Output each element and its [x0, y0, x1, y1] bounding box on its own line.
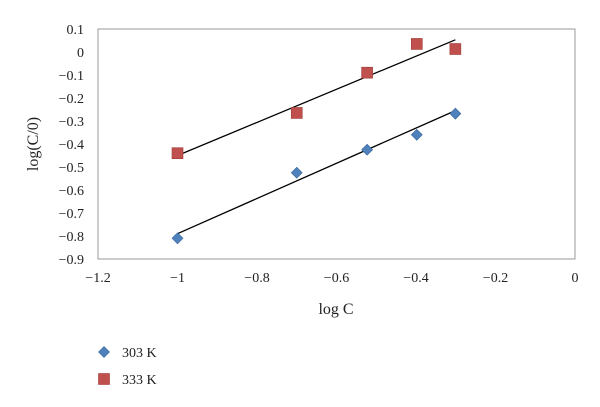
trendline-series-0 — [177, 110, 456, 235]
data-point-series-1 — [290, 107, 303, 119]
x-tick-label: −1.2 — [85, 271, 110, 286]
y-tick-labels: 0.1 0 −0.1 −0.2 −0.3 −0.4 −0.5 −0.6 −0.7 −0.8 −0.9 — [59, 23, 84, 268]
data-point-series-1 — [171, 147, 184, 159]
x-tick-label: −0.2 — [483, 271, 508, 286]
x-tick-label: −1 — [170, 271, 185, 286]
y-tick-label: −0.2 — [59, 92, 84, 107]
y-tick-label: −0.6 — [59, 184, 84, 199]
x-tick-label: −0.4 — [403, 271, 428, 286]
x-tick-labels: −1.2 −1 −0.8 −0.6 −0.4 −0.2 0 — [85, 271, 578, 286]
y-tick-label: −0.8 — [59, 230, 84, 245]
data-point-series-1 — [449, 43, 462, 55]
data-point-series-1 — [361, 66, 373, 79]
x-tick-label: 0 — [572, 271, 579, 286]
y-tick-label: −0.4 — [59, 138, 84, 153]
y-tick-label: 0.1 — [67, 23, 85, 38]
data-point-series-0 — [171, 232, 184, 245]
y-tick-label: −0.1 — [59, 69, 84, 84]
y-tick-label: −0.5 — [59, 161, 84, 176]
y-tick-label: −0.3 — [59, 115, 84, 130]
x-axis-label: log C — [318, 301, 353, 318]
data-point-series-0 — [361, 143, 374, 156]
legend-label-series-0: 303 K — [122, 346, 157, 361]
y-axis-label: log(C/0) — [25, 117, 42, 171]
plot-area-frame — [97, 28, 576, 260]
data-point-series-0 — [410, 128, 423, 141]
x-tick-label: −0.8 — [244, 271, 269, 286]
trendline-series-1 — [177, 39, 456, 157]
legend-label-series-1: 333 K — [122, 373, 157, 388]
data-point-series-1 — [410, 38, 423, 50]
legend: 303 K 333 K — [98, 346, 157, 388]
legend-marker-series-1 — [98, 373, 110, 385]
y-tick-label: 0 — [77, 46, 84, 61]
data-point-series-0 — [449, 107, 462, 120]
trendlines — [177, 39, 456, 235]
data-markers — [171, 38, 462, 245]
legend-marker-series-0 — [98, 346, 110, 358]
y-tick-label: −0.9 — [59, 253, 84, 268]
y-tick-label: −0.7 — [59, 207, 84, 222]
data-point-series-0 — [290, 166, 303, 179]
x-tick-label: −0.6 — [324, 271, 349, 286]
